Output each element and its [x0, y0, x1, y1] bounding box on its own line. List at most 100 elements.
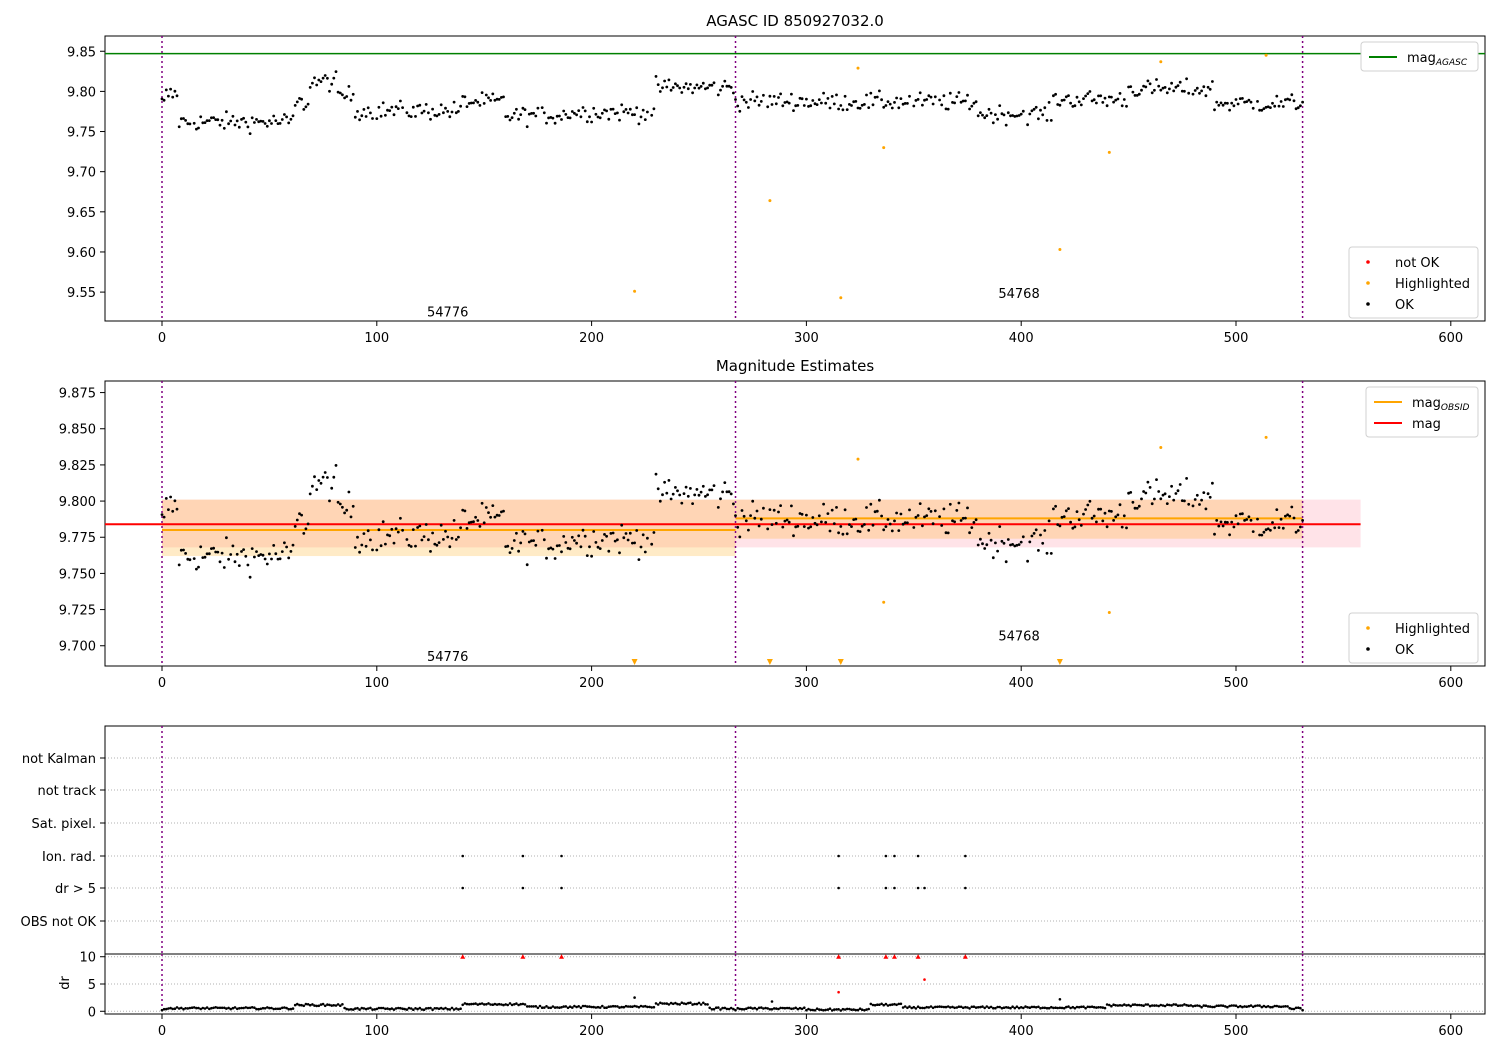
dr-point: [360, 1006, 364, 1010]
ok-point: [184, 552, 188, 555]
dr-point: [678, 1003, 681, 1006]
ok-point: [1284, 98, 1287, 102]
ok-point: [779, 504, 782, 507]
dr-point: [843, 1008, 847, 1011]
ok-point: [302, 532, 306, 535]
ok-point: [164, 497, 168, 500]
dr-point: [839, 1009, 843, 1012]
dr-point: [732, 1007, 735, 1011]
ok-point: [442, 538, 445, 541]
ok-point: [1286, 97, 1289, 101]
ok-point: [358, 118, 361, 122]
highlighted-point: [856, 457, 860, 461]
dr-point: [609, 1005, 613, 1008]
ok-point: [1015, 543, 1019, 547]
ok-point: [300, 513, 303, 517]
ok-point: [590, 554, 593, 558]
ok-point: [1232, 525, 1236, 529]
ok-point: [1262, 530, 1266, 534]
ok-point: [641, 533, 645, 537]
ok-point: [341, 505, 344, 509]
ok-point: [489, 515, 492, 519]
ok-point: [727, 84, 731, 88]
ok-point: [736, 525, 740, 529]
ok-point: [701, 484, 705, 488]
dr-point: [921, 1006, 924, 1010]
ok-point: [863, 103, 866, 106]
dr-point: [366, 1007, 370, 1010]
dr-point: [865, 1008, 868, 1011]
dr-point: [809, 1008, 812, 1012]
ok-point: [594, 112, 598, 116]
dr-point: [882, 1003, 885, 1007]
dr-point: [1260, 1005, 1264, 1009]
ok-point: [931, 522, 935, 526]
ok-point: [313, 475, 316, 479]
ok-point: [590, 120, 593, 124]
ok-point: [1238, 97, 1242, 100]
dr-point: [175, 1006, 179, 1009]
ok-point: [253, 555, 256, 559]
ok-point: [300, 97, 303, 101]
ok-point: [1019, 540, 1023, 544]
ok-point: [1211, 80, 1214, 83]
ok-point: [1271, 101, 1274, 105]
ok-point: [697, 493, 701, 497]
ok-point: [1296, 106, 1300, 110]
highlighted-point: [1264, 53, 1268, 57]
dr-point: [779, 1006, 782, 1010]
dr-point: [1256, 1004, 1259, 1007]
ok-point: [912, 526, 916, 529]
dr-point: [461, 1003, 465, 1007]
dr-point: [433, 1007, 437, 1010]
ok-point: [964, 516, 967, 520]
ok-point: [542, 538, 546, 542]
ok-point: [878, 498, 881, 502]
ok-point: [972, 101, 976, 105]
ok-point: [1200, 498, 1203, 502]
legend-label: not OK: [1395, 256, 1440, 271]
dr-point: [1075, 1005, 1079, 1009]
ion-rad-flag-point: [521, 854, 525, 858]
ok-point: [1095, 101, 1098, 105]
dr-point: [1060, 1006, 1064, 1010]
dr-point: [497, 1002, 501, 1006]
dr-point: [1013, 1006, 1017, 1010]
ok-point: [192, 557, 196, 560]
ok-point: [482, 521, 486, 525]
ok-point: [1260, 108, 1264, 112]
ok-point: [1030, 534, 1034, 538]
ok-point: [476, 519, 480, 522]
ok-point: [850, 525, 853, 528]
ok-point: [482, 102, 486, 105]
ok-point: [1034, 528, 1038, 532]
dr-point: [424, 1007, 428, 1010]
ok-point: [446, 535, 450, 539]
ok-point: [1060, 515, 1064, 519]
ok-point: [242, 548, 246, 551]
dr-point: [1037, 1005, 1040, 1009]
ok-point: [195, 127, 198, 131]
ok-point: [1037, 549, 1040, 552]
ok-point: [1097, 94, 1100, 98]
ok-point: [450, 536, 454, 540]
dr-point: [901, 1006, 905, 1009]
ok-point: [278, 557, 282, 561]
ok-point: [1071, 105, 1075, 108]
ok-point: [901, 522, 905, 526]
ok-point: [613, 112, 617, 115]
ok-point: [994, 541, 997, 545]
dr-point: [289, 1007, 293, 1011]
dr-point: [1284, 1005, 1287, 1008]
ok-point: [665, 491, 669, 495]
y-tick-label: 9.65: [67, 206, 96, 221]
ok-point: [304, 105, 308, 109]
ok-point: [678, 86, 682, 90]
ok-point: [794, 525, 798, 529]
dr-point: [968, 1007, 971, 1010]
ok-point: [1135, 94, 1139, 97]
ok-point: [873, 95, 877, 99]
ok-point: [616, 538, 619, 542]
ok-point: [768, 508, 772, 511]
dr-point: [790, 1007, 793, 1011]
